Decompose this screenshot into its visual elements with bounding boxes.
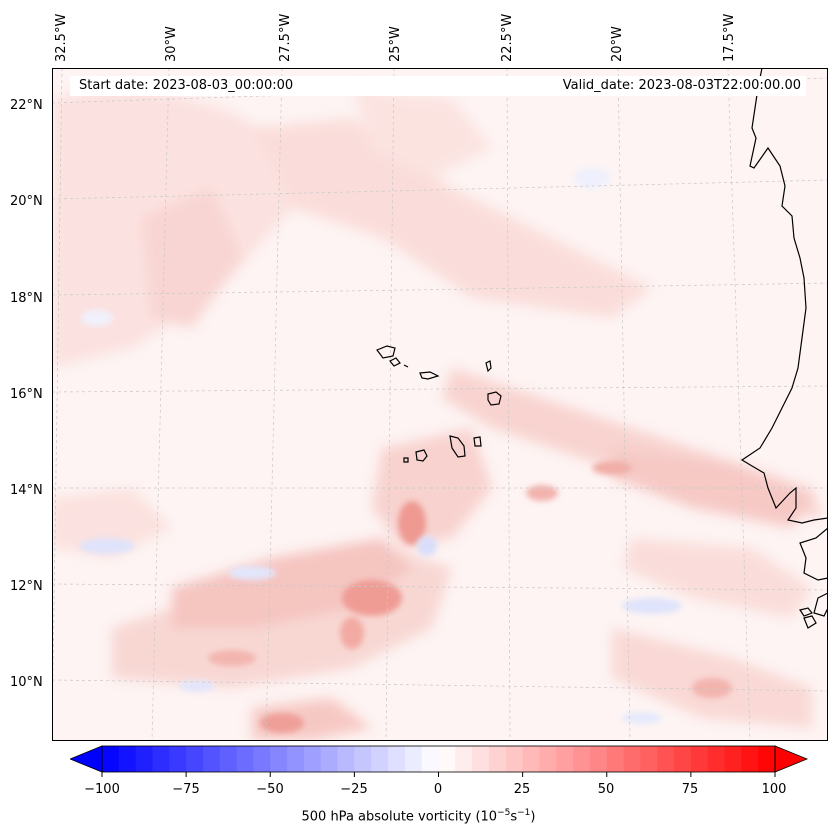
colorbar <box>70 745 809 777</box>
colorbar-segments <box>102 746 776 772</box>
colorbar-segment <box>657 746 675 772</box>
lon-label-27-5w: 27.5°W <box>278 13 293 62</box>
lon-label-32-5w: 32.5°W <box>54 13 69 62</box>
colorbar-segment <box>505 746 524 772</box>
colorbar-label-suffix: ) <box>530 809 536 825</box>
colorbar-segment <box>219 746 238 772</box>
cape-verde-sal <box>485 360 492 373</box>
colorbar-segment <box>236 746 254 772</box>
cape-verde-sao-vicente <box>389 357 401 367</box>
guinea-coast-fragment <box>799 607 813 617</box>
bijagos-coast <box>813 592 828 617</box>
colorbar-segment <box>741 746 759 772</box>
colorbar-label-exp2: −1 <box>517 808 531 818</box>
colorbar-segment <box>421 746 439 772</box>
lon-label-30w: 30°W <box>164 26 179 62</box>
negative-vorticity-patches <box>79 168 682 724</box>
colorbar-label-prefix: 500 hPa absolute vorticity (10 <box>301 809 498 825</box>
colorbar-segment <box>202 746 221 772</box>
vorticity-map <box>52 68 828 741</box>
colorbar-segment <box>303 746 322 772</box>
lon-label-20w: 20°W <box>610 26 625 62</box>
colorbar-segment <box>371 746 389 772</box>
lat-label-22n: 22°N <box>10 98 43 113</box>
colorbar-segment <box>354 746 372 772</box>
cape-verde-santo-antao <box>376 345 396 359</box>
colorbar-segment <box>623 746 641 772</box>
colorbar-segment <box>388 746 406 772</box>
colorbar-segment <box>724 746 742 772</box>
colorbar-segment <box>270 746 288 772</box>
colorbar-segment <box>690 746 709 772</box>
lon-label-22-5w: 22.5°W <box>500 13 515 62</box>
guinea-islands <box>803 615 817 629</box>
lat-label-16n: 16°N <box>10 387 43 402</box>
valid-date: Valid_date: 2023-08-03T22:00:00.00 <box>562 78 801 93</box>
coastlines <box>376 68 828 629</box>
colorbar-segment <box>589 746 608 772</box>
colorbar-tick-label: −25 <box>340 782 368 797</box>
colorbar-segment <box>674 746 692 772</box>
colorbar-segment <box>573 746 591 772</box>
colorbar-segment <box>320 746 339 772</box>
lat-label-10n: 10°N <box>10 675 43 690</box>
lat-label-18n: 18°N <box>10 291 43 306</box>
colorbar-segment <box>152 746 170 772</box>
colorbar-segment <box>707 746 726 772</box>
colorbar-segment <box>455 746 473 772</box>
colorbar-segment <box>522 746 540 772</box>
colorbar-ticks <box>101 772 776 777</box>
colorbar-segment <box>253 746 271 772</box>
colorbar-max-arrow <box>774 745 809 773</box>
lon-label-25w: 25°W <box>388 26 403 62</box>
colorbar-segment <box>539 746 557 772</box>
colorbar-segment <box>135 746 153 772</box>
colorbar-segment <box>472 746 490 772</box>
cape-verde-santa-luzia <box>403 364 409 368</box>
header-band <box>70 76 806 96</box>
colorbar-tick-label: 75 <box>681 782 699 797</box>
lat-label-20n: 20°N <box>10 194 43 209</box>
colorbar-tick-label: 100 <box>761 782 787 797</box>
lat-label-12n: 12°N <box>10 579 43 594</box>
colorbar-segment <box>404 746 423 772</box>
colorbar-segment <box>169 746 187 772</box>
start-date: Start date: 2023-08-03_00:00:00 <box>79 78 294 93</box>
colorbar-segment <box>118 746 137 772</box>
colorbar-segment <box>438 746 456 772</box>
colorbar-label: 500 hPa absolute vorticity (10−5s−1) <box>0 808 837 824</box>
africa-coastline <box>740 68 828 581</box>
colorbar-segment <box>337 746 355 772</box>
colorbar-tick-label: −100 <box>84 782 120 797</box>
colorbar-segment <box>640 746 658 772</box>
lat-label-14n: 14°N <box>10 483 43 498</box>
colorbar-segment <box>186 746 204 772</box>
cape-verde-brava <box>403 457 409 463</box>
colorbar-segment <box>488 746 507 772</box>
colorbar-segment <box>606 746 625 772</box>
map-frame <box>52 68 828 741</box>
colorbar-tick-label: −75 <box>172 782 200 797</box>
colorbar-tick-label: 0 <box>433 782 443 797</box>
colorbar-segment <box>287 746 305 772</box>
cape-verde-fogo <box>415 449 428 462</box>
cape-verde-sao-nicolau <box>419 371 440 380</box>
colorbar-label-exp1: −5 <box>497 808 511 818</box>
strong-vorticity-cores <box>208 461 732 733</box>
cape-verde-boa-vista <box>487 391 502 406</box>
colorbar-segment <box>556 746 574 772</box>
colorbar-tick-label: 50 <box>597 782 615 797</box>
colorbar-segment <box>758 746 776 772</box>
colorbar-tick-label: 25 <box>513 782 531 797</box>
graticule <box>52 68 828 740</box>
lon-label-17-5w: 17.5°W <box>722 13 737 62</box>
colorbar-segment <box>102 746 120 772</box>
colorbar-tick-label: −50 <box>256 782 284 797</box>
cape-verde-maio <box>473 436 482 447</box>
cape-verde-santiago <box>449 435 466 458</box>
colorbar-label-unit: s <box>510 809 518 825</box>
colorbar-min-arrow <box>70 745 103 773</box>
